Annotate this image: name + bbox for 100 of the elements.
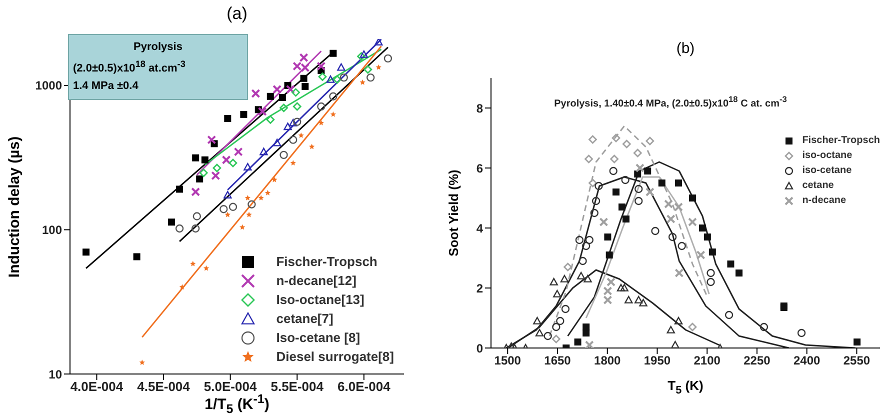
point bbox=[340, 73, 348, 82]
point bbox=[326, 75, 335, 83]
point bbox=[674, 202, 684, 212]
x-axis-title: T$_{5}$ (K) bbox=[666, 378, 704, 397]
point bbox=[633, 148, 642, 158]
point bbox=[535, 328, 544, 336]
point bbox=[228, 202, 238, 211]
legend-label: n-decane[12] bbox=[276, 273, 356, 288]
point bbox=[618, 204, 626, 210]
point bbox=[594, 182, 603, 190]
point bbox=[133, 253, 140, 260]
point bbox=[635, 164, 644, 172]
point bbox=[191, 187, 200, 196]
point bbox=[688, 194, 696, 202]
point bbox=[292, 102, 302, 111]
point bbox=[234, 147, 243, 156]
point bbox=[688, 322, 697, 332]
point bbox=[240, 110, 248, 118]
legend-label: Iso-octane[13] bbox=[276, 292, 364, 307]
y-tick-label: 100 bbox=[42, 223, 62, 237]
point bbox=[244, 194, 251, 200]
y-tick-label: 0 bbox=[476, 341, 484, 356]
point bbox=[584, 154, 593, 164]
point bbox=[706, 278, 715, 286]
point bbox=[550, 278, 558, 286]
legend-label: iso-cetane bbox=[802, 165, 852, 176]
x-tick-label: 1650 bbox=[544, 354, 572, 368]
point bbox=[280, 150, 288, 160]
chart-title: (b) bbox=[675, 40, 696, 57]
x-tick-label: 1950 bbox=[644, 354, 671, 368]
point bbox=[357, 52, 366, 61]
point bbox=[696, 250, 706, 260]
point bbox=[610, 154, 619, 164]
point bbox=[561, 304, 570, 314]
point bbox=[300, 74, 308, 82]
point bbox=[266, 115, 275, 124]
point bbox=[671, 340, 680, 348]
point bbox=[604, 234, 612, 240]
point bbox=[584, 274, 592, 282]
point bbox=[560, 274, 569, 282]
point bbox=[272, 84, 282, 94]
point bbox=[609, 166, 618, 176]
point bbox=[264, 190, 271, 196]
point bbox=[318, 72, 327, 81]
point bbox=[278, 94, 286, 102]
point bbox=[612, 188, 620, 196]
y-tick-label: 2 bbox=[476, 281, 484, 296]
point bbox=[179, 284, 186, 290]
point bbox=[284, 122, 292, 130]
chart-title: (a) bbox=[226, 4, 248, 24]
point bbox=[624, 296, 633, 304]
point bbox=[603, 296, 612, 304]
x-tick-label: 4.0E-004 bbox=[70, 379, 124, 394]
point bbox=[666, 214, 676, 224]
point bbox=[211, 171, 220, 180]
point bbox=[603, 286, 612, 296]
point bbox=[290, 160, 296, 166]
point bbox=[639, 298, 648, 306]
point bbox=[289, 118, 298, 126]
y-tick-label: 10 bbox=[48, 367, 62, 382]
point bbox=[222, 155, 231, 164]
point bbox=[224, 190, 232, 198]
point bbox=[622, 140, 631, 148]
point bbox=[658, 180, 666, 186]
point bbox=[664, 200, 674, 208]
x-tick-label: 2250 bbox=[744, 354, 771, 368]
point bbox=[337, 63, 346, 71]
point bbox=[574, 338, 582, 346]
point bbox=[224, 115, 232, 122]
legend-label: Fischer-Tropsch bbox=[802, 135, 880, 146]
point bbox=[588, 178, 597, 188]
point bbox=[302, 82, 309, 90]
point bbox=[678, 242, 686, 250]
point bbox=[196, 175, 204, 182]
point bbox=[585, 236, 594, 244]
point bbox=[668, 232, 677, 242]
point bbox=[139, 360, 145, 366]
point bbox=[293, 118, 302, 126]
point bbox=[533, 316, 542, 324]
point bbox=[376, 64, 382, 70]
y-axis-title: Induction delay (µs) bbox=[6, 136, 23, 278]
point bbox=[317, 102, 326, 111]
annotation: Pyrolysis bbox=[132, 40, 184, 55]
point bbox=[207, 135, 216, 144]
point bbox=[582, 324, 590, 330]
point bbox=[599, 218, 608, 226]
point bbox=[606, 278, 616, 286]
point bbox=[553, 290, 562, 298]
annotation: (2.0±0.5)x10$^{18}$ at.cm$^{-3}$ bbox=[73, 58, 186, 77]
point bbox=[220, 205, 228, 214]
x-tick-label: 5.0E-004 bbox=[204, 379, 258, 394]
point bbox=[364, 65, 372, 74]
point bbox=[634, 184, 643, 194]
point bbox=[620, 284, 628, 292]
point bbox=[797, 328, 806, 338]
legend-label: iso-octane bbox=[802, 150, 852, 161]
point bbox=[552, 334, 560, 344]
point bbox=[203, 265, 210, 271]
legend-label: Diesel surrogate[8] bbox=[276, 349, 394, 364]
point bbox=[616, 284, 626, 292]
